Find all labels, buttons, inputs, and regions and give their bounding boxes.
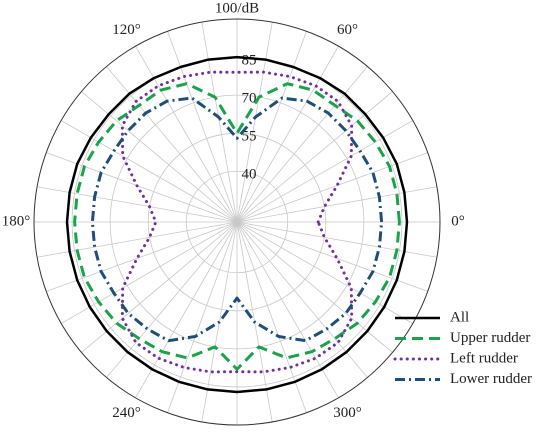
spoke (135, 45, 238, 223)
series-line (73, 82, 401, 371)
theta-tick-label: 120° (112, 22, 141, 38)
legend-label: Upper rudder (450, 330, 530, 346)
r-tick-label: 70 (242, 91, 257, 107)
spoke (236, 45, 339, 223)
series-line (120, 70, 354, 374)
spoke (236, 22, 273, 223)
ring (33, 18, 441, 426)
series-line (65, 55, 409, 394)
legend-label: Left rudder (450, 350, 518, 366)
spoke (167, 31, 238, 223)
spoke (201, 22, 238, 223)
legend-label: Lower rudder (450, 371, 532, 387)
spoke (236, 91, 393, 223)
series-line (90, 96, 384, 343)
ring (109, 94, 365, 350)
spoke (236, 31, 307, 223)
r-tick-label: 55 (242, 129, 257, 145)
theta-tick-label: 300° (333, 405, 362, 421)
theta-tick-label: 180° (2, 213, 31, 229)
r-tick-label: 100/dB (215, 0, 259, 16)
theta-tick-label: 60° (337, 22, 358, 38)
theta-tick-label: 240° (112, 405, 141, 421)
theta-tick-label: 0° (451, 213, 465, 229)
spoke (81, 91, 238, 223)
ring (147, 132, 327, 312)
spoke (236, 66, 368, 223)
r-tick-label: 40 (242, 167, 257, 183)
legend-label: All (450, 309, 469, 325)
r-tick-label: 85 (242, 53, 257, 69)
ring (185, 170, 289, 274)
spoke (106, 66, 238, 223)
